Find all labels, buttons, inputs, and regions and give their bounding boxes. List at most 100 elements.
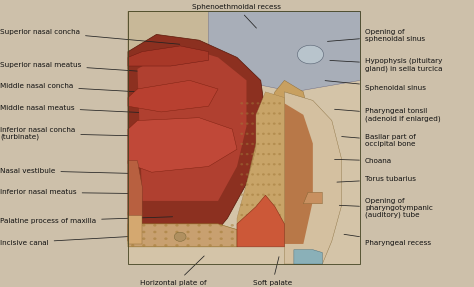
Ellipse shape — [142, 231, 146, 233]
Ellipse shape — [251, 224, 254, 226]
Ellipse shape — [240, 214, 243, 216]
Ellipse shape — [131, 244, 135, 247]
Ellipse shape — [131, 231, 135, 233]
Ellipse shape — [246, 112, 248, 115]
Ellipse shape — [278, 123, 281, 125]
Ellipse shape — [230, 224, 234, 227]
Text: Hypophysis (pituitary
gland) in sella turcica: Hypophysis (pituitary gland) in sella tu… — [330, 58, 443, 71]
Text: Nasal vestibule: Nasal vestibule — [0, 168, 137, 174]
Ellipse shape — [262, 143, 265, 145]
Ellipse shape — [262, 173, 265, 176]
Ellipse shape — [262, 224, 265, 226]
Ellipse shape — [273, 133, 276, 135]
Ellipse shape — [230, 237, 234, 240]
Ellipse shape — [251, 173, 254, 176]
Ellipse shape — [251, 133, 254, 135]
Ellipse shape — [273, 112, 276, 115]
Ellipse shape — [256, 153, 259, 155]
Polygon shape — [128, 46, 209, 66]
Polygon shape — [128, 34, 265, 241]
Ellipse shape — [273, 214, 276, 216]
Ellipse shape — [219, 231, 223, 233]
Ellipse shape — [278, 133, 281, 135]
Ellipse shape — [186, 231, 190, 233]
Ellipse shape — [278, 204, 281, 206]
Ellipse shape — [256, 163, 259, 165]
Ellipse shape — [153, 237, 156, 240]
Ellipse shape — [273, 153, 276, 155]
Ellipse shape — [219, 237, 223, 240]
Polygon shape — [128, 161, 142, 215]
Text: Middle nasal concha: Middle nasal concha — [0, 83, 161, 93]
Ellipse shape — [164, 237, 168, 240]
Text: Torus tubarius: Torus tubarius — [337, 177, 416, 182]
Text: Middle nasal meatus: Middle nasal meatus — [0, 105, 156, 113]
Ellipse shape — [262, 153, 265, 155]
Ellipse shape — [246, 183, 248, 186]
Polygon shape — [128, 11, 237, 69]
Ellipse shape — [251, 204, 254, 206]
Ellipse shape — [251, 153, 254, 155]
Ellipse shape — [267, 234, 270, 236]
Ellipse shape — [240, 204, 243, 206]
Ellipse shape — [240, 153, 243, 155]
Ellipse shape — [262, 123, 265, 125]
Ellipse shape — [262, 112, 265, 115]
Ellipse shape — [246, 224, 248, 226]
Ellipse shape — [267, 204, 270, 206]
Ellipse shape — [256, 214, 259, 216]
Ellipse shape — [240, 112, 243, 115]
Ellipse shape — [153, 231, 156, 233]
Ellipse shape — [240, 143, 243, 145]
Text: Choana: Choana — [335, 158, 392, 164]
Ellipse shape — [246, 204, 248, 206]
Ellipse shape — [142, 237, 146, 240]
Polygon shape — [209, 11, 360, 92]
Ellipse shape — [273, 193, 276, 196]
Ellipse shape — [246, 143, 248, 145]
Ellipse shape — [175, 231, 179, 233]
Polygon shape — [137, 46, 246, 201]
Ellipse shape — [240, 193, 243, 196]
Ellipse shape — [267, 112, 270, 115]
Ellipse shape — [251, 214, 254, 216]
Text: Sphenoethmoidal recess: Sphenoethmoidal recess — [192, 4, 282, 28]
Ellipse shape — [273, 173, 276, 176]
Ellipse shape — [246, 102, 248, 104]
Polygon shape — [128, 11, 360, 264]
Ellipse shape — [278, 193, 281, 196]
Ellipse shape — [278, 214, 281, 216]
Ellipse shape — [131, 237, 135, 240]
Ellipse shape — [251, 143, 254, 145]
Ellipse shape — [262, 234, 265, 236]
Ellipse shape — [273, 234, 276, 236]
Ellipse shape — [267, 193, 270, 196]
Ellipse shape — [131, 224, 135, 227]
Ellipse shape — [256, 143, 259, 145]
Text: Opening of
pharyngotympanic
(auditory) tube: Opening of pharyngotympanic (auditory) t… — [339, 198, 433, 218]
Polygon shape — [128, 80, 218, 112]
Ellipse shape — [251, 112, 254, 115]
Ellipse shape — [251, 193, 254, 196]
Ellipse shape — [209, 231, 212, 233]
Text: Pharyngeal recess: Pharyngeal recess — [344, 234, 431, 245]
Ellipse shape — [278, 234, 281, 236]
Ellipse shape — [262, 133, 265, 135]
Ellipse shape — [278, 173, 281, 176]
Ellipse shape — [175, 244, 179, 247]
Ellipse shape — [240, 173, 243, 176]
Ellipse shape — [164, 224, 168, 227]
Ellipse shape — [273, 204, 276, 206]
Polygon shape — [237, 195, 284, 247]
Ellipse shape — [267, 143, 270, 145]
Text: Inferior nasal meatus: Inferior nasal meatus — [0, 189, 149, 195]
Ellipse shape — [256, 204, 259, 206]
Ellipse shape — [164, 244, 168, 247]
Ellipse shape — [240, 163, 243, 165]
Ellipse shape — [251, 123, 254, 125]
Ellipse shape — [256, 112, 259, 115]
Ellipse shape — [142, 224, 146, 227]
Ellipse shape — [267, 123, 270, 125]
Ellipse shape — [240, 123, 243, 125]
Ellipse shape — [278, 224, 281, 226]
